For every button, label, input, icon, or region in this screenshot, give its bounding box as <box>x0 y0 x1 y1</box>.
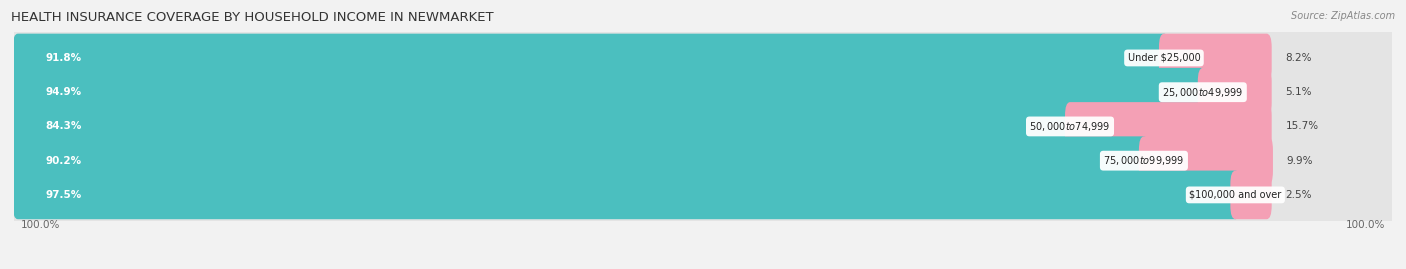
Text: 8.2%: 8.2% <box>1285 53 1312 63</box>
Text: 91.8%: 91.8% <box>45 53 82 63</box>
FancyBboxPatch shape <box>1198 68 1271 116</box>
FancyBboxPatch shape <box>1064 102 1271 151</box>
Text: Under $25,000: Under $25,000 <box>1128 53 1201 63</box>
Text: $50,000 to $74,999: $50,000 to $74,999 <box>1029 120 1111 133</box>
Text: 5.1%: 5.1% <box>1285 87 1312 97</box>
Text: Source: ZipAtlas.com: Source: ZipAtlas.com <box>1291 11 1395 21</box>
FancyBboxPatch shape <box>13 136 1149 185</box>
FancyBboxPatch shape <box>7 160 1399 230</box>
Text: 100.0%: 100.0% <box>1347 220 1386 229</box>
Text: $100,000 and over: $100,000 and over <box>1189 190 1281 200</box>
FancyBboxPatch shape <box>7 23 1399 93</box>
Text: 2.5%: 2.5% <box>1285 190 1312 200</box>
Text: $75,000 to $99,999: $75,000 to $99,999 <box>1104 154 1184 167</box>
Text: 15.7%: 15.7% <box>1285 121 1319 132</box>
Text: 84.3%: 84.3% <box>45 121 82 132</box>
Text: 97.5%: 97.5% <box>45 190 82 200</box>
FancyBboxPatch shape <box>13 34 1168 82</box>
FancyBboxPatch shape <box>7 91 1399 161</box>
FancyBboxPatch shape <box>1159 34 1271 82</box>
FancyBboxPatch shape <box>7 57 1399 127</box>
Text: $25,000 to $49,999: $25,000 to $49,999 <box>1163 86 1243 99</box>
Text: 94.9%: 94.9% <box>45 87 82 97</box>
Text: 9.9%: 9.9% <box>1286 156 1313 166</box>
FancyBboxPatch shape <box>7 126 1399 196</box>
FancyBboxPatch shape <box>13 102 1076 151</box>
FancyBboxPatch shape <box>13 68 1208 116</box>
Text: HEALTH INSURANCE COVERAGE BY HOUSEHOLD INCOME IN NEWMARKET: HEALTH INSURANCE COVERAGE BY HOUSEHOLD I… <box>11 11 494 24</box>
FancyBboxPatch shape <box>1230 171 1271 219</box>
FancyBboxPatch shape <box>13 171 1240 219</box>
FancyBboxPatch shape <box>1139 136 1272 185</box>
Text: 90.2%: 90.2% <box>45 156 82 166</box>
Text: 100.0%: 100.0% <box>20 220 59 229</box>
